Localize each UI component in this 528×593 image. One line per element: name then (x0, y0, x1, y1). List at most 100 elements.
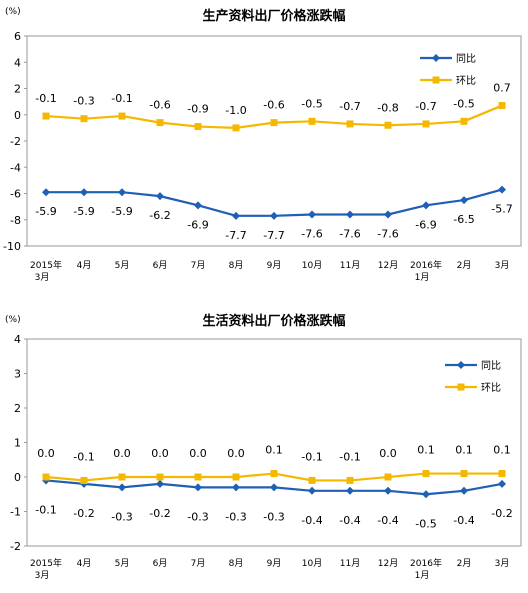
data-label: -0.1 (111, 92, 132, 105)
data-point (498, 102, 506, 110)
x-tick-label-year: 2015年 (30, 557, 62, 569)
x-tick-label: 12月 (378, 558, 398, 569)
data-point (308, 117, 316, 125)
data-label: -1.0 (225, 104, 246, 117)
y-tick-label: 2 (14, 83, 21, 96)
x-tick-label: 4月 (77, 260, 92, 271)
x-tick-label-month: 1月 (415, 570, 430, 581)
data-point (80, 188, 88, 197)
legend-item: 同比 (420, 53, 476, 65)
x-tick-label: 11月 (340, 260, 360, 271)
data-label: -0.5 (301, 97, 322, 110)
data-label: -5.9 (35, 205, 56, 218)
data-label: 0.0 (227, 447, 245, 460)
data-label: -7.6 (301, 228, 322, 241)
data-point (270, 211, 278, 220)
x-tick-label-year: 2016年 (410, 557, 442, 569)
data-point (384, 121, 392, 129)
data-label: -0.4 (377, 514, 398, 527)
x-tick-label: 2月 (457, 558, 472, 569)
data-point (308, 476, 316, 484)
data-label: -0.3 (111, 510, 132, 523)
series-tongbi: -0.1 -0.2 -0.3 -0.2 -0.3 -0.3 -0.3 -0.4 -0.4 -0.4… (35, 476, 513, 530)
x-tick-label: 2015年 3月 (30, 259, 62, 283)
x-tick-label: 2月 (457, 260, 472, 271)
y-tick-label: 6 (14, 30, 21, 43)
data-point (384, 486, 392, 495)
data-point (422, 201, 430, 210)
data-label: -0.3 (73, 95, 94, 108)
data-label: -6.9 (415, 218, 436, 231)
data-point (498, 479, 506, 488)
data-label: -7.6 (339, 228, 360, 241)
data-point (422, 490, 430, 499)
data-point (460, 196, 468, 205)
data-point (422, 120, 430, 128)
data-point (346, 120, 354, 128)
data-label: -6.9 (187, 218, 208, 231)
data-point (346, 476, 354, 484)
x-tick-label: 3月 (495, 558, 510, 569)
data-point (270, 119, 278, 127)
y-tick-label: 4 (14, 56, 21, 69)
data-point (156, 119, 164, 127)
data-point (346, 210, 354, 219)
y-tick-label: -2 (10, 135, 21, 148)
data-label: -0.6 (149, 99, 170, 112)
x-tick-label-month: 3月 (35, 570, 50, 581)
x-tick-label: 2015年 3月 (30, 557, 62, 581)
data-label: 0.1 (493, 444, 511, 457)
data-point (270, 483, 278, 492)
legend-item: 环比 (445, 382, 501, 394)
data-point (384, 473, 392, 481)
y-tick-label: -8 (10, 214, 21, 227)
data-point (232, 124, 240, 132)
data-label: -5.7 (491, 203, 512, 216)
data-label: -0.8 (377, 101, 398, 114)
x-tick-label: 8月 (229, 260, 244, 271)
data-point (422, 470, 430, 478)
data-point (118, 483, 126, 492)
data-label: 0.0 (379, 447, 397, 460)
legend-label: 环比 (456, 75, 476, 87)
legend-item: 环比 (420, 75, 476, 87)
data-point (194, 201, 202, 210)
data-point (118, 188, 126, 197)
data-label: -7.6 (377, 228, 398, 241)
y-tick-label: -4 (10, 161, 21, 174)
data-point (498, 470, 506, 478)
x-tick-label: 7月 (191, 260, 206, 271)
data-label: 0.1 (455, 444, 473, 457)
data-label: -0.3 (263, 510, 284, 523)
data-label: -0.7 (339, 100, 360, 113)
data-label: -6.2 (149, 209, 170, 222)
data-label: -7.7 (263, 229, 284, 242)
data-label: -6.5 (453, 213, 474, 226)
data-point (232, 483, 240, 492)
legend-marker (432, 76, 440, 84)
y-unit-label: (%) (5, 7, 21, 17)
data-label: 0.1 (417, 444, 435, 457)
x-tick-label-year: 2015年 (30, 259, 62, 271)
data-point (42, 112, 50, 120)
x-tick-label: 2016年 1月 (410, 557, 442, 581)
legend-marker (432, 54, 440, 62)
x-tick-label: 9月 (267, 558, 282, 569)
data-point (80, 476, 88, 484)
data-point (308, 210, 316, 219)
y-tick-label: -10 (3, 240, 21, 253)
series-tongbi: -5.9 -5.9 -5.9 -6.2 -6.9 -7.7 -7.7 -7.6 -7.6 -7.6… (35, 185, 513, 242)
data-point (308, 486, 316, 495)
x-tick-label-month: 1月 (415, 272, 430, 283)
data-label: -5.9 (73, 205, 94, 218)
data-point (194, 123, 202, 131)
data-point (232, 211, 240, 220)
x-tick-label: 2016年 1月 (410, 259, 442, 283)
legend-label: 同比 (481, 360, 501, 372)
data-point (232, 473, 240, 481)
data-label: -7.7 (225, 229, 246, 242)
data-label: -0.4 (301, 514, 322, 527)
data-label: -0.5 (415, 517, 436, 530)
data-point (498, 185, 506, 194)
x-tick-label: 10月 (302, 260, 322, 271)
